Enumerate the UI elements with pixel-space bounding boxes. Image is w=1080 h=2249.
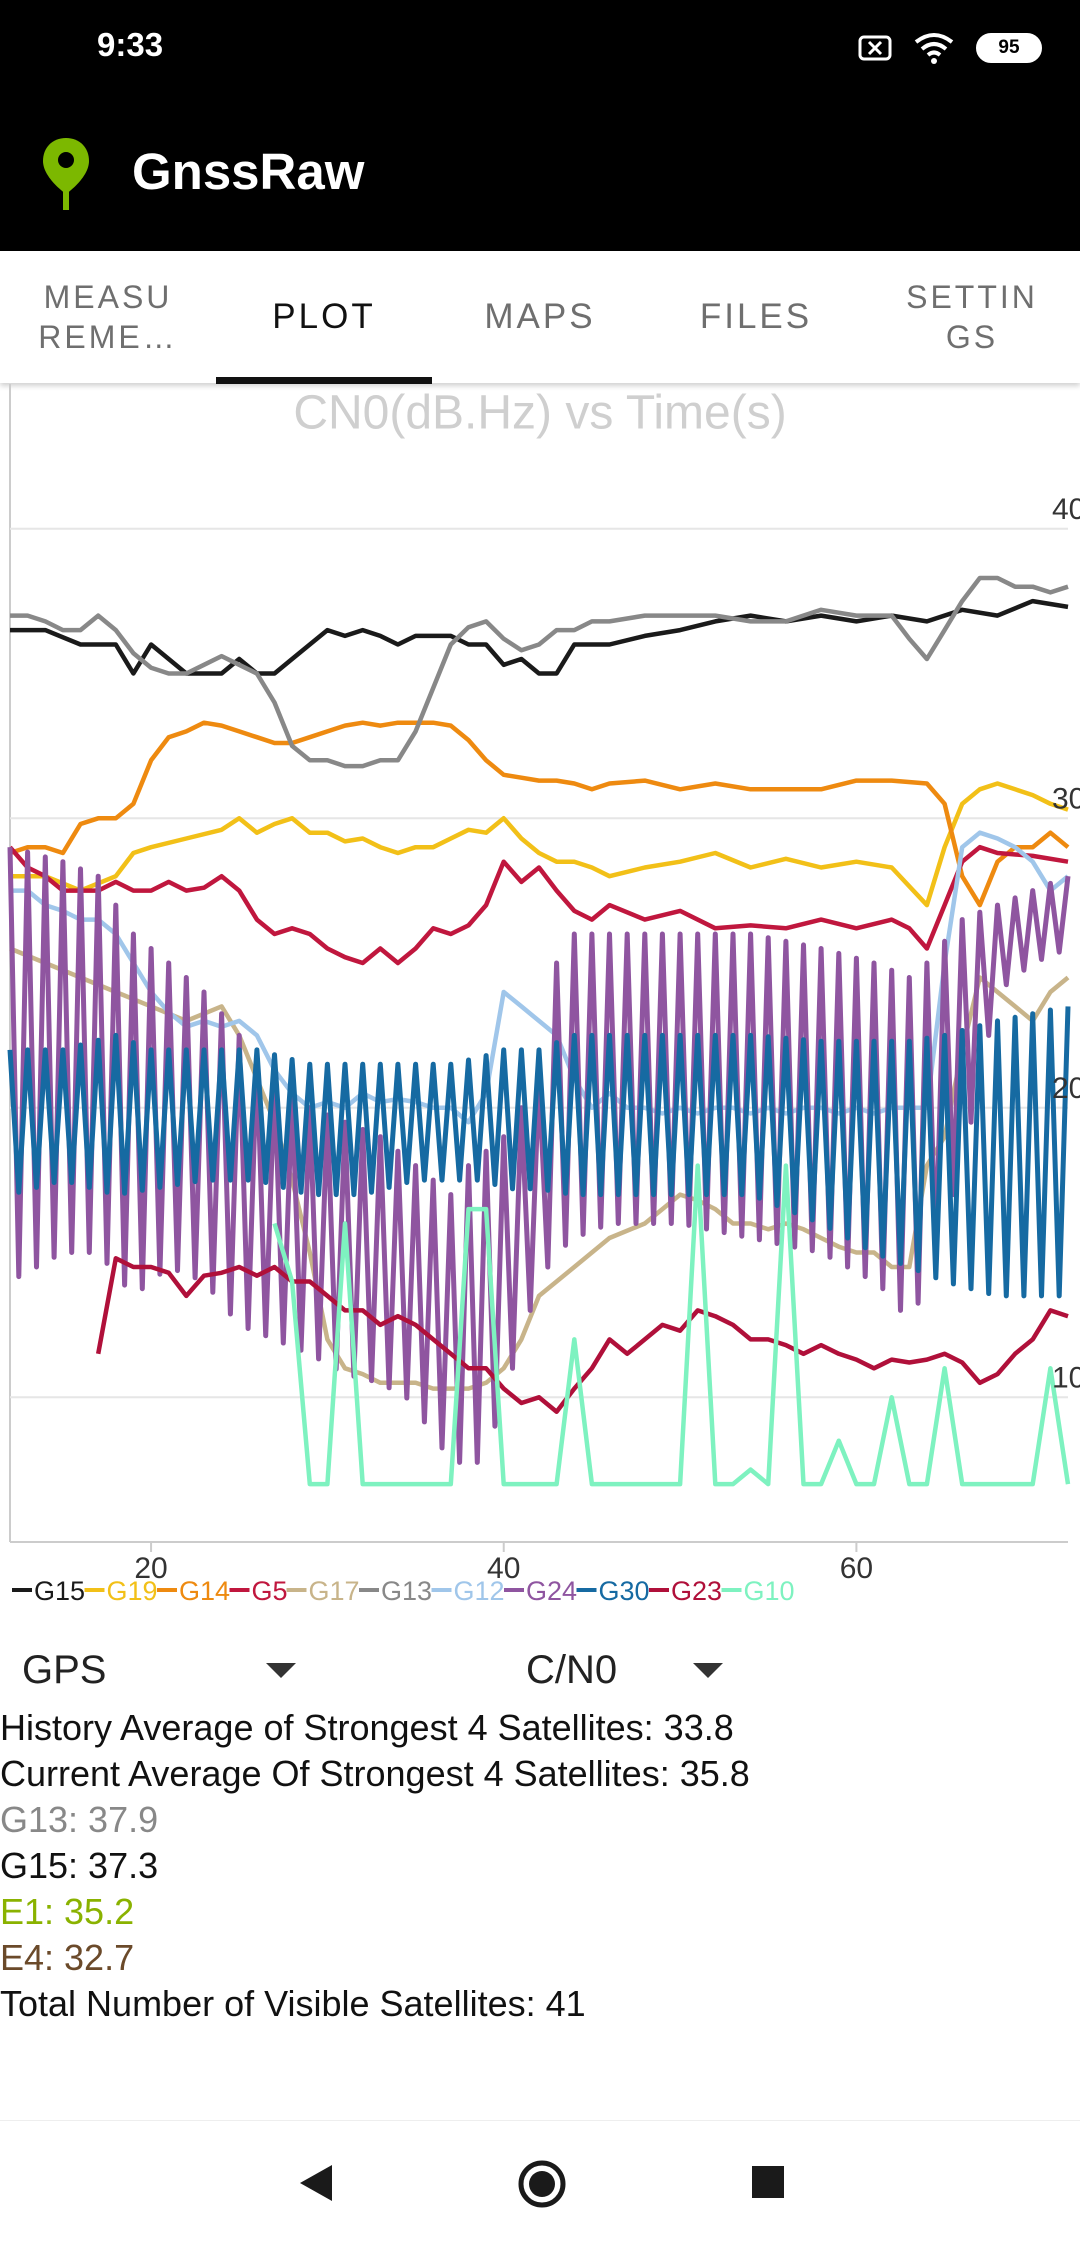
legend-label: G5 xyxy=(252,1576,288,1606)
satellite-stat: E1: 35.2 xyxy=(0,1891,135,1932)
series-g30 xyxy=(7,1006,1071,1299)
cn0-chart[interactable]: 10 20 30 40 20 40 60 CN0(dB.Hz) vs Time(s) G15… xyxy=(0,384,1080,1624)
series-g5 xyxy=(8,844,1069,966)
battery-icon: 95 xyxy=(976,33,1042,63)
back-icon[interactable] xyxy=(296,2161,336,2205)
x-tick-label: 20 xyxy=(134,1552,167,1585)
constellation-select-value: GPS xyxy=(22,1647,107,1692)
app-title: GnssRaw xyxy=(132,143,365,200)
x-tick-label: 40 xyxy=(487,1552,520,1585)
chart-svg: 10 20 30 40 20 40 60 CN0(dB.Hz) vs Time(s) G15… xyxy=(7,384,1080,1606)
legend-label: G17 xyxy=(309,1576,360,1606)
satellite-stat: E4: 32.7 xyxy=(0,1937,135,1978)
series-g24 xyxy=(7,847,1071,1465)
metric-select[interactable]: C/N0 xyxy=(526,1640,826,1700)
y-tick-label: 10 xyxy=(1052,1361,1080,1394)
series-g19 xyxy=(10,781,1069,908)
tab-measurements[interactable]: MEASU REME… xyxy=(38,279,178,355)
series-g23 xyxy=(95,1256,1069,1414)
series-g10 xyxy=(272,1163,1071,1487)
legend-label: G10 xyxy=(744,1576,795,1606)
legend-label: G15 xyxy=(34,1576,85,1606)
legend-label: G24 xyxy=(526,1576,577,1606)
battery-level: 95 xyxy=(998,37,1020,58)
legend-label: G14 xyxy=(179,1576,230,1606)
series-g13 xyxy=(10,575,1069,769)
y-tick-label: 40 xyxy=(1052,493,1080,526)
system-nav-bar xyxy=(0,2120,1080,2249)
tab-plot[interactable]: PLOT xyxy=(272,297,376,336)
recents-icon[interactable] xyxy=(751,2165,785,2199)
legend-label: G23 xyxy=(671,1576,722,1606)
status-icons: 95 xyxy=(858,28,1042,68)
tab-settings[interactable]: SETTIN GS xyxy=(906,279,1038,355)
legend-label: G12 xyxy=(454,1576,505,1606)
satellite-stat: G13: 37.9 xyxy=(0,1799,159,1840)
metric-select-value: C/N0 xyxy=(526,1647,618,1692)
chart-title: CN0(dB.Hz) vs Time(s) xyxy=(293,387,786,440)
tab-files[interactable]: FILES xyxy=(699,297,813,336)
legend-label: G30 xyxy=(599,1576,650,1606)
status-time: 9:33 xyxy=(97,26,164,63)
legend-label: G19 xyxy=(107,1576,158,1606)
tab-maps[interactable]: MAPS xyxy=(484,297,596,336)
tab-bar: MEASU REME… PLOT MAPS FILES SETTIN GS xyxy=(0,251,1080,384)
constellation-select[interactable]: GPS xyxy=(22,1640,322,1700)
app-bar: GnssRaw xyxy=(0,96,1080,251)
stats-panel: History Average of Strongest 4 Satellite… xyxy=(0,1705,1080,2027)
visible-satellites-total: Total Number of Visible Satellites: 41 xyxy=(0,1983,586,2024)
status-bar: 9:33 95 xyxy=(0,0,1080,96)
tab-indicator xyxy=(216,377,432,384)
legend-label: G13 xyxy=(381,1576,432,1606)
y-tick-label: 30 xyxy=(1052,782,1080,815)
satellite-stat: G15: 37.3 xyxy=(0,1845,159,1886)
history-average: History Average of Strongest 4 Satellite… xyxy=(0,1707,734,1748)
map-pin-icon xyxy=(43,138,89,210)
chevron-down-icon xyxy=(693,1662,724,1678)
chevron-down-icon xyxy=(266,1662,297,1678)
wifi-icon xyxy=(914,33,954,64)
y-tick-label: 20 xyxy=(1052,1072,1080,1105)
sim-off-icon xyxy=(858,35,892,61)
home-icon[interactable] xyxy=(517,2159,567,2209)
x-tick-label: 60 xyxy=(840,1552,873,1585)
series-g14 xyxy=(9,720,1070,908)
current-average: Current Average Of Strongest 4 Satellite… xyxy=(0,1753,750,1794)
